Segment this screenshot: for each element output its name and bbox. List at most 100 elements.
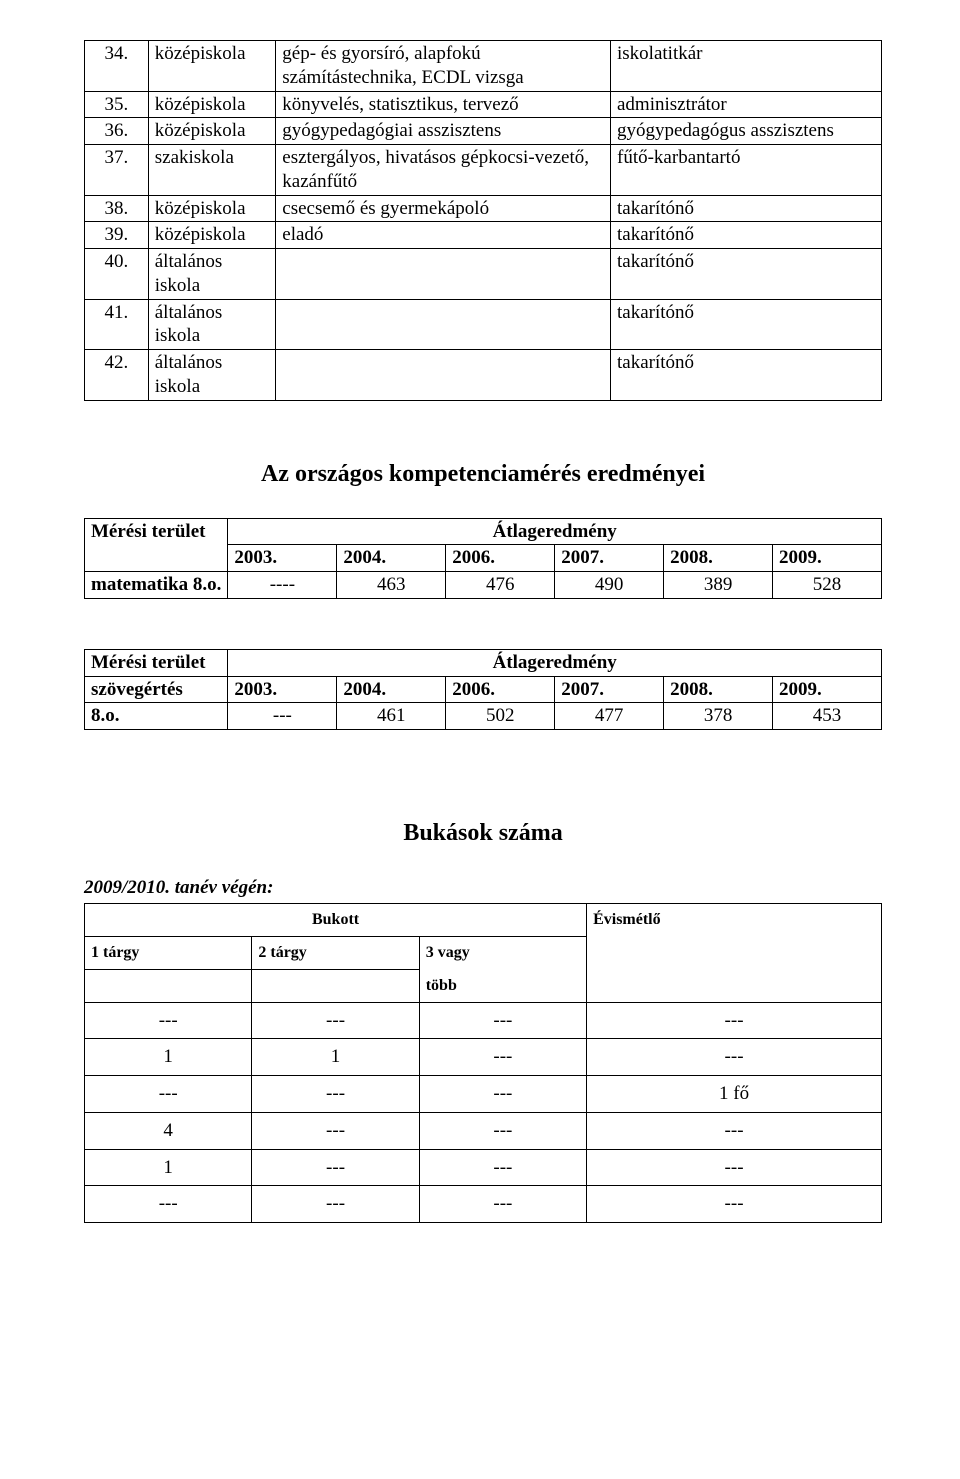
staff-table: 34.középiskolagép- és gyorsíró, alapfokú…	[84, 40, 882, 401]
table-cell: ---	[252, 1112, 419, 1149]
table-row: ------------	[85, 1002, 882, 1039]
table-cell: középiskola	[148, 222, 276, 249]
table-cell: ---	[419, 1039, 586, 1076]
value-cell: 477	[555, 703, 664, 730]
table-cell: szakiskola	[148, 145, 276, 196]
table-cell: 40.	[85, 249, 149, 300]
table-row: 4---------	[85, 1112, 882, 1149]
table-cell	[276, 350, 611, 401]
table-cell: 1 fő	[587, 1076, 882, 1113]
table-cell: ---	[85, 1002, 252, 1039]
table-cell: 37.	[85, 145, 149, 196]
value-cell: 463	[337, 572, 446, 599]
table-cell: takarítónő	[611, 195, 882, 222]
table-cell: ---	[419, 1186, 586, 1223]
table-cell: ---	[252, 1076, 419, 1113]
table-cell: gép- és gyorsíró, alapfokú számítástechn…	[276, 41, 611, 92]
year-cell: 2004.	[337, 676, 446, 703]
table-cell: esztergályos, hivatásos gépkocsi-vezető,…	[276, 145, 611, 196]
year-cell: 2007.	[555, 545, 664, 572]
table-cell: könyvelés, statisztikus, tervező	[276, 91, 611, 118]
table-cell: ---	[252, 1002, 419, 1039]
empty-cell	[252, 970, 419, 1003]
table-row: 35.középiskolakönyvelés, statisztikus, t…	[85, 91, 882, 118]
bukott-header: Bukott	[85, 904, 587, 937]
table-row: 11------	[85, 1039, 882, 1076]
value-cell: 490	[555, 572, 664, 599]
table-cell	[276, 249, 611, 300]
year-cell: 2006.	[446, 676, 555, 703]
row-label: Mérési terület	[85, 649, 228, 676]
table-cell: 38.	[85, 195, 149, 222]
table-cell: iskolatitkár	[611, 41, 882, 92]
table-cell: takarítónő	[611, 249, 882, 300]
subheader-cell: 2 tárgy	[252, 937, 419, 970]
table-cell: általános iskola	[148, 299, 276, 350]
table-cell: 41.	[85, 299, 149, 350]
value-cell: 453	[773, 703, 882, 730]
table-cell: középiskola	[148, 91, 276, 118]
year-cell: 2003.	[228, 545, 337, 572]
value-cell: 528	[773, 572, 882, 599]
table-cell: ---	[419, 1002, 586, 1039]
table-cell: 4	[85, 1112, 252, 1149]
table-row: 42.általános iskola takarítónő	[85, 350, 882, 401]
table-row: 37.szakiskolaesztergályos, hivatásos gép…	[85, 145, 882, 196]
table-cell: ---	[587, 1149, 882, 1186]
table-cell: ---	[587, 1112, 882, 1149]
header-label: Átlageredmény	[228, 649, 882, 676]
table-cell: 42.	[85, 350, 149, 401]
subject-cell: 8.o.	[85, 703, 228, 730]
table-row: 34.középiskolagép- és gyorsíró, alapfokú…	[85, 41, 882, 92]
table-cell: általános iskola	[148, 249, 276, 300]
subheader-cont: több	[419, 970, 586, 1003]
table-cell: 1	[252, 1039, 419, 1076]
year-cell: 2009.	[773, 545, 882, 572]
table-row: ------------	[85, 1186, 882, 1223]
table-cell: általános iskola	[148, 350, 276, 401]
table-row: ---------1 fő	[85, 1076, 882, 1113]
table-cell: 34.	[85, 41, 149, 92]
year-cell: 2006.	[446, 545, 555, 572]
value-cell: 461	[337, 703, 446, 730]
table-cell: ---	[252, 1149, 419, 1186]
value-cell: 389	[664, 572, 773, 599]
table-row: 1---------	[85, 1149, 882, 1186]
table-row: 38.középiskolacsecsemő és gyermekápolóta…	[85, 195, 882, 222]
row-label: Mérési terület	[85, 518, 228, 572]
table-cell: fűtő-karbantartó	[611, 145, 882, 196]
value-cell: ---	[228, 703, 337, 730]
table-cell: ---	[419, 1112, 586, 1149]
table-cell: 1	[85, 1039, 252, 1076]
value-cell: 476	[446, 572, 555, 599]
empty-cell	[85, 970, 252, 1003]
year-cell: 2004.	[337, 545, 446, 572]
table-cell: ---	[587, 1002, 882, 1039]
table-cell: 35.	[85, 91, 149, 118]
bukasok-heading: Bukások száma	[84, 820, 882, 847]
bukasok-table: BukottÉvismétlő1 tárgy2 tárgy3 vagytöbb-…	[84, 903, 882, 1223]
year-cell: 2008.	[664, 545, 773, 572]
value-cell: 502	[446, 703, 555, 730]
table-row: 40.általános iskola takarítónő	[85, 249, 882, 300]
table-cell: középiskola	[148, 41, 276, 92]
table-cell: takarítónő	[611, 350, 882, 401]
value-cell: 378	[664, 703, 773, 730]
table-cell: takarítónő	[611, 222, 882, 249]
value-cell: ----	[228, 572, 337, 599]
table-cell: ---	[587, 1039, 882, 1076]
year-cell: 2008.	[664, 676, 773, 703]
year-cell: 2009.	[773, 676, 882, 703]
table-cell: gyógypedagógus asszisztens	[611, 118, 882, 145]
matematika-table: Mérési területÁtlageredmény2003.2004.200…	[84, 518, 882, 599]
table-cell: gyógypedagógiai asszisztens	[276, 118, 611, 145]
subject-cell: szövegértés	[85, 676, 228, 703]
header-label: Átlageredmény	[228, 518, 882, 545]
bukasok-subtitle: 2009/2010. tanév végén:	[84, 877, 882, 899]
table-cell: ---	[85, 1186, 252, 1223]
subject-cell: matematika 8.o.	[85, 572, 228, 599]
table-cell: csecsemő és gyermekápoló	[276, 195, 611, 222]
table-cell: 1	[85, 1149, 252, 1186]
table-row: 41.általános iskolatakarítónő	[85, 299, 882, 350]
table-cell: középiskola	[148, 195, 276, 222]
